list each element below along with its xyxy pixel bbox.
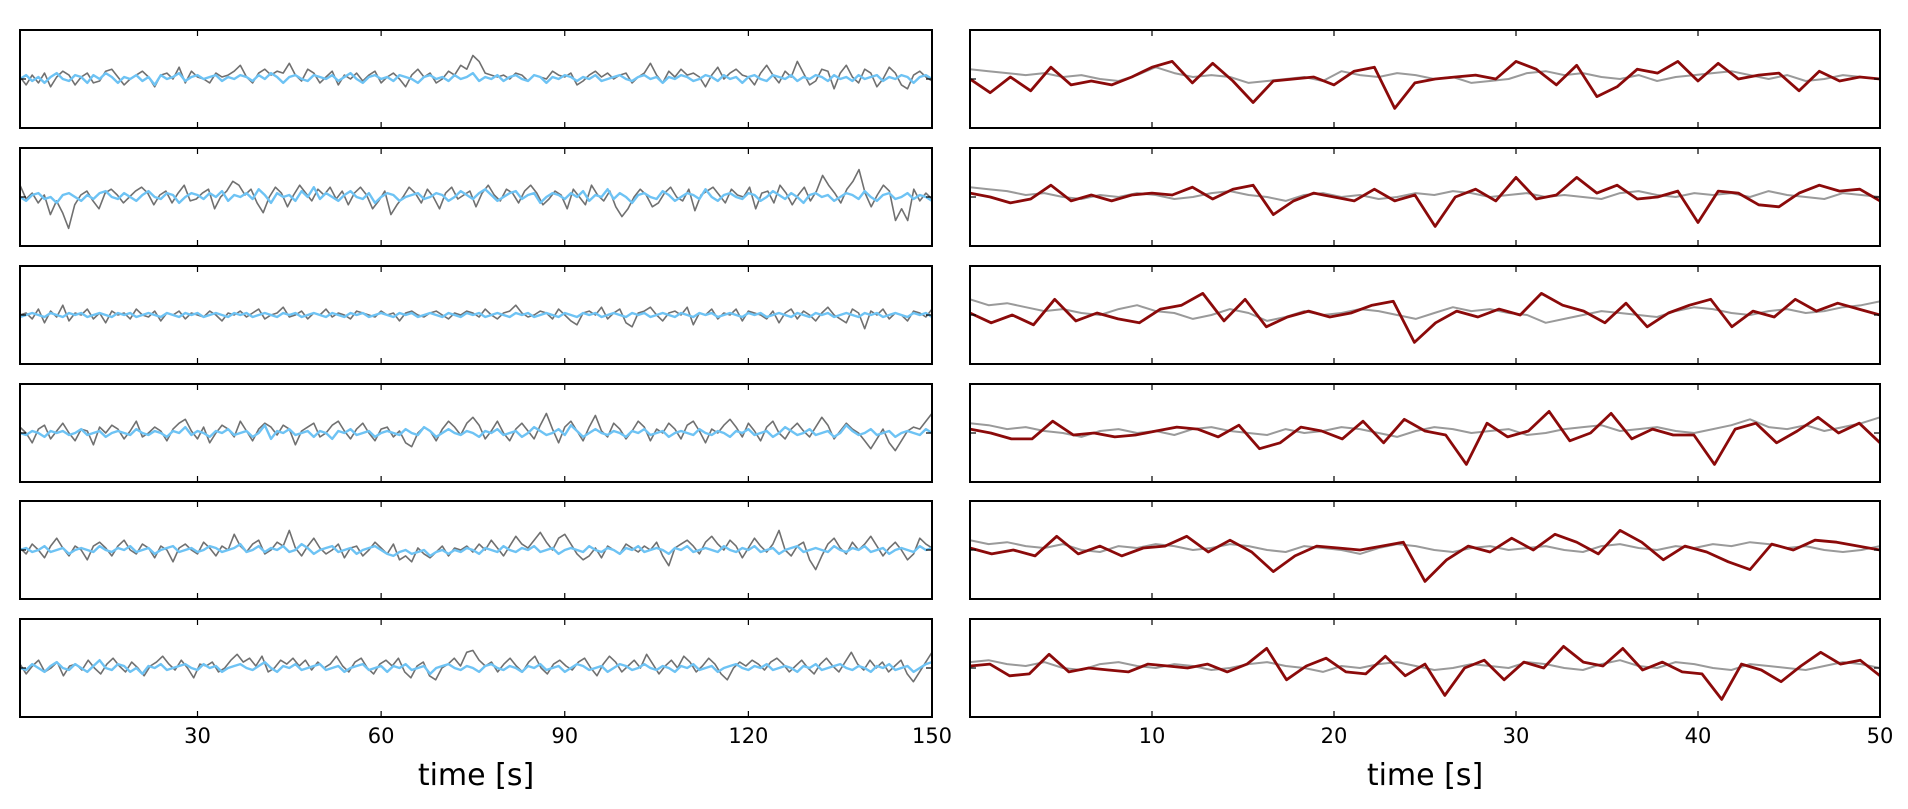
x-tick-label: 120 <box>728 724 768 748</box>
series-line-2 <box>970 60 1880 110</box>
series-line-1 <box>970 298 1880 324</box>
subplot-2-1 <box>969 29 1881 129</box>
x-tick-label: 40 <box>1685 724 1712 748</box>
series-line-2 <box>970 529 1880 583</box>
x-axis-label: time [s] <box>1367 758 1483 793</box>
series-line-2 <box>970 175 1880 228</box>
x-tick-label: 150 <box>912 724 952 748</box>
series-line-2 <box>20 659 932 676</box>
x-axis-label: time [s] <box>418 758 534 793</box>
series-line-1 <box>970 539 1880 555</box>
x-tick-label: 20 <box>1321 724 1348 748</box>
subplot-1-1 <box>19 29 933 129</box>
subplot-2-2 <box>969 147 1881 247</box>
subplot-2-5 <box>969 500 1881 600</box>
x-tick-label: 60 <box>368 724 395 748</box>
subplot-1-3 <box>19 265 933 365</box>
series-line-2 <box>970 409 1880 466</box>
subplot-1-6 <box>19 618 933 718</box>
series-line-2 <box>20 542 932 558</box>
subplot-2-6 <box>969 618 1881 718</box>
subplot-1-2 <box>19 147 933 247</box>
x-tick-label: 10 <box>1139 724 1166 748</box>
series-line-1 <box>970 416 1880 438</box>
series-line-2 <box>970 645 1880 701</box>
x-tick-label: 90 <box>551 724 578 748</box>
chart-column-1: 30 60 90 120 150 time [s] <box>19 29 952 793</box>
series-line-2 <box>970 291 1880 344</box>
x-tick-label: 50 <box>1867 724 1894 748</box>
series-line-2 <box>20 311 932 319</box>
series-line-1 <box>20 649 932 683</box>
chart-column-2: 10 20 30 40 50 time [s] <box>969 29 1894 793</box>
series-line-1 <box>20 529 932 571</box>
subplot-2-3 <box>969 265 1881 365</box>
subplot-1-4 <box>19 383 933 483</box>
series-line-1 <box>20 168 932 230</box>
x-tick-label: 30 <box>1503 724 1530 748</box>
x-tick-label: 30 <box>184 724 211 748</box>
series-line-1 <box>20 54 932 90</box>
subplot-2-4 <box>969 383 1881 483</box>
subplot-frame <box>969 383 1881 483</box>
series-line-2 <box>20 71 932 87</box>
subplot-1-5 <box>19 500 933 600</box>
series-line-1 <box>970 659 1880 673</box>
series-line-2 <box>20 185 932 205</box>
series-line-2 <box>20 424 932 441</box>
